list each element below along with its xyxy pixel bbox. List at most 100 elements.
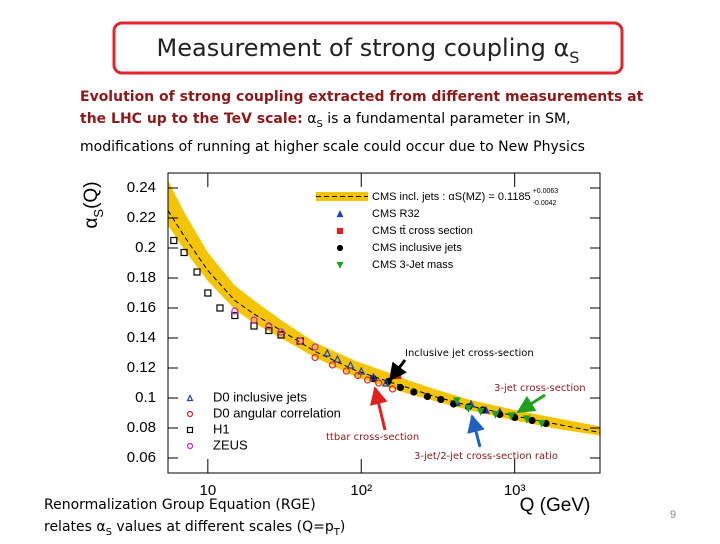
legend-error-up: +0.0063 xyxy=(533,188,559,195)
page-number: 9 xyxy=(670,509,676,521)
y-tick-label: 0.14 xyxy=(127,329,156,346)
data-point xyxy=(265,326,273,335)
footer-text: ) xyxy=(339,519,346,535)
data-point xyxy=(180,248,188,257)
data-point xyxy=(333,354,342,363)
footer-line: Renormalization Group Equation (RGE) xyxy=(44,497,316,513)
data-point xyxy=(342,367,350,375)
legend-label: CMS tt̄ cross section xyxy=(372,225,473,237)
y-tick-label: 0.06 xyxy=(127,449,156,466)
x-tick-label: 10² xyxy=(350,482,372,499)
legend-marker xyxy=(336,210,344,218)
y-label-rest: (Q) xyxy=(81,181,102,208)
legend-label: D0 angular correlation xyxy=(213,405,341,420)
y-tick-label: 0.22 xyxy=(127,209,156,226)
data-point xyxy=(507,412,516,421)
data-point xyxy=(437,395,445,404)
data-point xyxy=(357,366,366,375)
description-highlight: Evolution of strong coupling extracted f… xyxy=(80,89,644,127)
y-tick-label: 0.12 xyxy=(127,359,156,376)
legend-marker xyxy=(336,227,344,235)
data-point xyxy=(265,322,273,330)
data-point xyxy=(382,378,390,387)
legend-label: CMS inclusive jets xyxy=(372,242,462,254)
annotation-arrow xyxy=(516,393,546,414)
footer-sub: S xyxy=(105,526,112,538)
data-point xyxy=(323,348,332,357)
data-point xyxy=(204,289,212,297)
data-point xyxy=(231,311,239,320)
data-point xyxy=(369,372,378,381)
data-point xyxy=(354,371,362,380)
title-text: Measurement of strong coupling α xyxy=(157,34,570,62)
data-point xyxy=(452,397,461,406)
data-point xyxy=(328,361,337,369)
legend-error-down: -0.0042 xyxy=(533,200,557,207)
legend-label: H1 xyxy=(213,421,230,436)
footer: Renormalization Group Equation (RGE) rela… xyxy=(44,494,345,544)
data-point xyxy=(170,236,178,245)
description-text: is a fundamental parameter in SM, modifi… xyxy=(80,111,585,155)
data-point xyxy=(277,328,285,336)
data-point xyxy=(296,337,304,345)
y-tick-label: 0.18 xyxy=(127,269,156,286)
annotation-arrow xyxy=(369,386,388,431)
legend-marker xyxy=(186,394,194,402)
y-label-symbol: α xyxy=(81,218,102,229)
y-label-sub: S xyxy=(91,209,106,218)
legend-marker xyxy=(186,442,194,450)
y-tick-label: 0.1 xyxy=(135,389,156,406)
data-point xyxy=(193,268,201,276)
data-point xyxy=(537,419,546,428)
legend-marker xyxy=(336,244,344,252)
data-point xyxy=(528,416,536,425)
data-point xyxy=(277,331,285,339)
data-point xyxy=(250,316,258,324)
data-point xyxy=(410,388,418,396)
plot-frame xyxy=(167,172,601,474)
legend-label: ZEUS xyxy=(213,437,248,452)
data-point xyxy=(346,360,355,369)
data-point xyxy=(311,353,319,362)
slide-title: Measurement of strong coupling αS xyxy=(157,34,580,67)
data-point xyxy=(423,392,432,401)
annotation: Inclusive jet cross-section xyxy=(405,348,534,359)
legend-marker xyxy=(186,426,194,434)
plot: 0.06 0.08 0.1 0.12 0.14 0.16 0.18 0.2 0.22 0.24 10… xyxy=(81,172,601,516)
title-box xyxy=(112,21,624,75)
data-point xyxy=(464,404,473,413)
legend-label: D0 inclusive jets xyxy=(213,389,307,404)
y-tick-label: 0.2 xyxy=(135,239,156,256)
footer-text: relates α xyxy=(44,519,106,535)
footer-text: values at different scales (Q=p xyxy=(116,519,334,535)
data-point xyxy=(311,343,319,351)
title-sub: S xyxy=(569,48,579,67)
annotation-arrow xyxy=(467,414,485,448)
legend-marker xyxy=(336,261,344,269)
data-point xyxy=(491,410,500,419)
data-point xyxy=(375,379,383,387)
description-symbol: α xyxy=(307,111,317,127)
annotation-arrow xyxy=(388,359,407,382)
legend-marker xyxy=(186,410,194,418)
description: Evolution of strong coupling extracted f… xyxy=(80,86,655,158)
x-tick-label: 10³ xyxy=(504,482,526,499)
annotation: ttbar cross-section xyxy=(326,432,419,443)
data-point xyxy=(396,383,405,392)
y-tick-label: 0.08 xyxy=(127,419,156,436)
data-point xyxy=(476,407,485,416)
x-tick-label: 10 xyxy=(199,482,216,499)
annotation: 3-jet cross-section xyxy=(494,383,586,394)
data-point xyxy=(522,415,531,424)
y-axis-label: αS(Q) xyxy=(81,181,106,228)
y-tick-label: 0.24 xyxy=(127,179,156,196)
legend-label: CMS R32 xyxy=(372,208,420,220)
x-axis-label: Q (GeV) xyxy=(520,495,591,516)
data-point xyxy=(388,385,397,393)
legend-label: CMS incl. jets : αS(MZ) = 0.1185 xyxy=(372,191,531,203)
data-point xyxy=(363,376,372,384)
legend-label: CMS 3-Jet mass xyxy=(372,259,454,271)
footer-sub: T xyxy=(333,526,340,538)
